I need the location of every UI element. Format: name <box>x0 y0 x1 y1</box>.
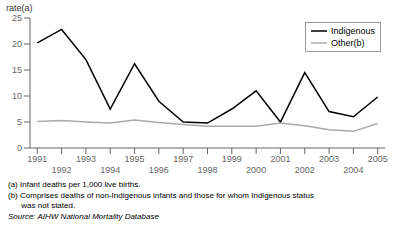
svg-text:2005: 2005 <box>368 154 388 164</box>
svg-text:1999: 1999 <box>222 154 242 164</box>
svg-text:10: 10 <box>12 91 22 101</box>
svg-text:1996: 1996 <box>149 165 169 175</box>
svg-text:2003: 2003 <box>319 154 339 164</box>
svg-text:1991: 1991 <box>27 154 47 164</box>
svg-text:2002: 2002 <box>295 165 315 175</box>
html-text:Source: AIHW National Mortalit: Source: AIHW National Mortality Database <box>8 211 159 221</box>
html-text:Other(b): Other(b) <box>331 38 365 48</box>
html-text:(b) Comprises deaths of non-In: (b) Comprises deaths of non-Indigenous i… <box>8 190 314 200</box>
svg-text:1994: 1994 <box>100 165 120 175</box>
html-text:was not stated.: was not stated. <box>8 201 76 210</box>
svg-text:20: 20 <box>12 39 22 49</box>
svg-text:1992: 1992 <box>52 165 72 175</box>
svg-text:25: 25 <box>12 13 22 23</box>
svg-text:0: 0 <box>17 143 22 153</box>
html-text:(a) Infant deaths per 1,000 li: (a) Infant deaths per 1,000 live births. <box>8 180 141 189</box>
svg-text:1995: 1995 <box>125 154 145 164</box>
html-text:rate(a): rate(a) <box>6 3 33 13</box>
svg-text:2000: 2000 <box>246 165 266 175</box>
svg-text:1998: 1998 <box>197 165 217 175</box>
svg-text:15: 15 <box>12 65 22 75</box>
svg-text:1993: 1993 <box>76 154 96 164</box>
svg-text:5: 5 <box>17 117 22 127</box>
svg-text:2004: 2004 <box>343 165 363 175</box>
svg-text:1997: 1997 <box>173 154 193 164</box>
html-text:Indigenous: Indigenous <box>331 26 375 36</box>
svg-text:2001: 2001 <box>270 154 290 164</box>
